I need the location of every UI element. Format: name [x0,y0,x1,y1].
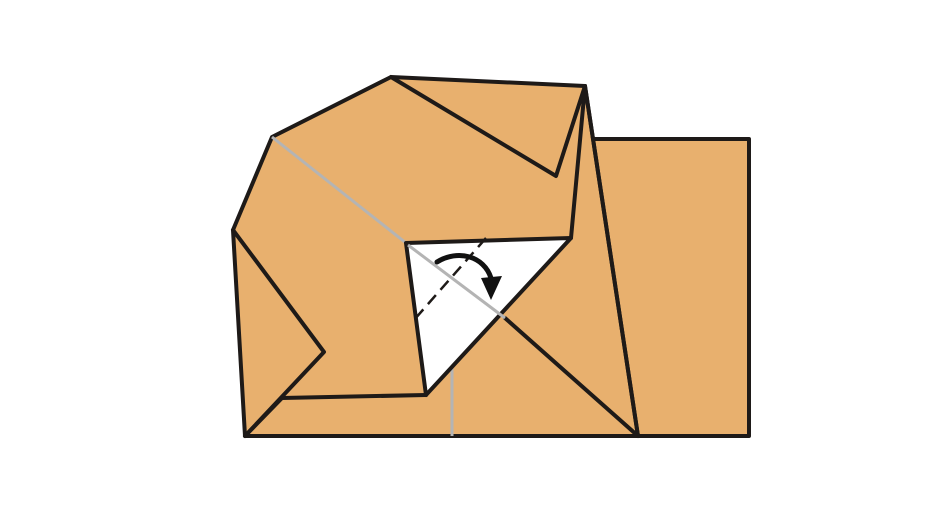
crease-line-upper-left [271,135,407,245]
crease-line-center [407,243,506,320]
inner-flap-edge-right [583,84,640,438]
curved-fold-arrow-icon [434,252,502,300]
white-center-triangle [404,236,573,397]
inner-flap-edge-top [569,84,587,240]
top-right-flap-edge [389,75,587,178]
bottom-flap-edge [243,393,428,438]
lower-diagonal-fold [503,316,640,438]
